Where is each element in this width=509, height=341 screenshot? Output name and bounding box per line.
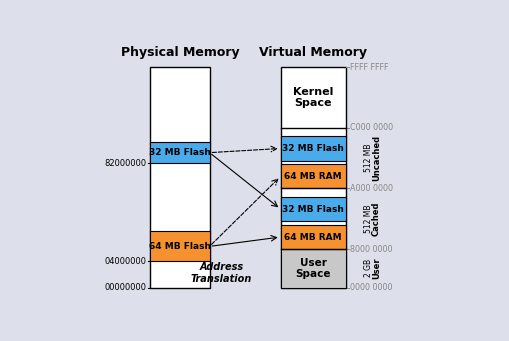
- Text: C000 0000: C000 0000: [350, 123, 393, 132]
- Text: Cached: Cached: [372, 202, 381, 236]
- Bar: [280, 249, 346, 288]
- Text: 8000 0000: 8000 0000: [350, 244, 393, 254]
- Text: 64 MB RAM: 64 MB RAM: [285, 233, 342, 241]
- Bar: [151, 67, 210, 288]
- Text: 64 MB RAM: 64 MB RAM: [285, 172, 342, 181]
- Bar: [280, 197, 346, 221]
- Text: Address
Translation: Address Translation: [191, 263, 252, 284]
- Text: FFFF FFFF: FFFF FFFF: [350, 63, 389, 72]
- Bar: [280, 67, 346, 288]
- Text: 00000000: 00000000: [104, 283, 147, 292]
- Text: Physical Memory: Physical Memory: [121, 46, 239, 59]
- Text: 82000000: 82000000: [104, 159, 147, 168]
- Text: 04000000: 04000000: [104, 257, 147, 266]
- Text: 0000 0000: 0000 0000: [350, 283, 393, 292]
- Bar: [151, 232, 210, 261]
- Text: 32 MB Flash: 32 MB Flash: [282, 205, 344, 213]
- Text: 512 MB: 512 MB: [364, 205, 373, 233]
- Text: 2 GB: 2 GB: [364, 260, 373, 278]
- Text: Uncached: Uncached: [372, 135, 381, 181]
- Text: Kernel
Space: Kernel Space: [293, 87, 333, 108]
- Text: 32 MB Flash: 32 MB Flash: [149, 148, 211, 157]
- Bar: [280, 136, 346, 161]
- Text: 64 MB Flash: 64 MB Flash: [149, 242, 211, 251]
- Bar: [280, 164, 346, 189]
- Text: A000 0000: A000 0000: [350, 184, 393, 193]
- Text: 512 MB: 512 MB: [364, 144, 373, 173]
- Text: Virtual Memory: Virtual Memory: [259, 46, 367, 59]
- Text: User
Space: User Space: [295, 258, 331, 279]
- Bar: [280, 225, 346, 249]
- Text: User: User: [372, 257, 381, 279]
- Bar: [151, 142, 210, 163]
- Text: 32 MB Flash: 32 MB Flash: [282, 144, 344, 153]
